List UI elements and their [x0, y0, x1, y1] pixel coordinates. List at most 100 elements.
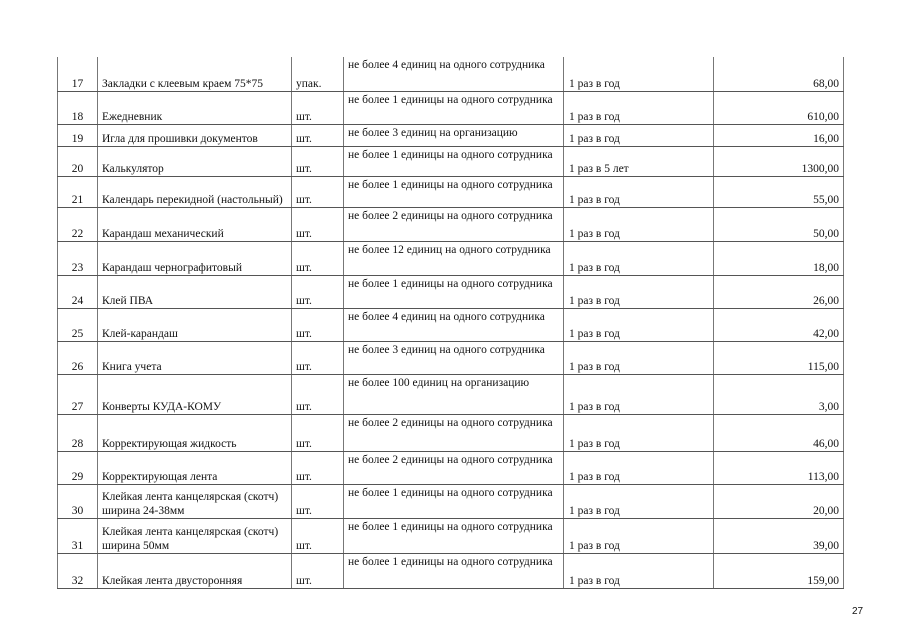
page-number: 27 — [852, 606, 864, 617]
item-norm: не более 2 единицы на одного сотрудника — [343, 207, 564, 242]
item-period: 1 раз в год — [563, 207, 714, 242]
item-name: Клейкая лента канцелярская (скотч) ширин… — [97, 484, 292, 519]
table-row: 22 Карандаш механический шт. не более 2 еди… — [57, 207, 844, 242]
item-norm: не более 1 единицы на одного сотрудника — [343, 176, 564, 208]
row-number: 27 — [57, 374, 98, 415]
table-row: 23 Карандаш чернографитовый шт. не более 12… — [57, 241, 844, 276]
item-name: Клей ПВА — [97, 275, 292, 309]
item-norm: не более 100 единиц на организацию — [343, 374, 564, 415]
item-price: 46,00 — [713, 414, 844, 452]
table-row: 29 Корректирующая лента шт. не более 2 един… — [57, 451, 844, 485]
row-number: 17 — [57, 57, 98, 92]
table-row: 32 Клейкая лента двусторонняя шт. не более … — [57, 553, 844, 589]
item-name: Закладки с клеевым краем 75*75 — [97, 57, 292, 92]
item-name: Календарь перекидной (настольный) — [97, 176, 292, 208]
item-norm: не более 2 единицы на одного сотрудника — [343, 414, 564, 452]
item-norm: не более 1 единицы на одного сотрудника — [343, 518, 564, 554]
row-number: 28 — [57, 414, 98, 452]
item-price: 1300,00 — [713, 146, 844, 177]
item-price: 113,00 — [713, 451, 844, 485]
item-name: Клейкая лента канцелярская (скотч) ширин… — [97, 518, 292, 554]
item-period: 1 раз в год — [563, 484, 714, 519]
row-number: 20 — [57, 146, 98, 177]
item-norm: не более 3 единиц на одного сотрудника — [343, 341, 564, 375]
item-period: 1 раз в год — [563, 341, 714, 375]
item-unit: шт. — [291, 518, 344, 554]
row-number: 21 — [57, 176, 98, 208]
table-row: 28 Корректирующая жидкость шт. не более 2 е… — [57, 414, 844, 452]
item-price: 68,00 — [713, 57, 844, 92]
item-name: Корректирующая лента — [97, 451, 292, 485]
item-unit: шт. — [291, 241, 344, 276]
table-row: 26 Книга учета шт. не более 3 единиц на одн… — [57, 341, 844, 375]
item-price: 115,00 — [713, 341, 844, 375]
item-period: 1 раз в год — [563, 241, 714, 276]
row-number: 24 — [57, 275, 98, 309]
item-price: 26,00 — [713, 275, 844, 309]
item-norm: не более 1 единицы на одного сотрудника — [343, 553, 564, 589]
item-unit: упак. — [291, 57, 344, 92]
row-number: 18 — [57, 91, 98, 125]
item-unit: шт. — [291, 308, 344, 342]
item-name: Ежедневник — [97, 91, 292, 125]
table-row: 24 Клей ПВА шт. не более 1 единицы на одног… — [57, 275, 844, 309]
item-period: 1 раз в год — [563, 553, 714, 589]
table-row: 20 Калькулятор шт. не более 1 единицы на од… — [57, 146, 844, 177]
item-name: Корректирующая жидкость — [97, 414, 292, 452]
item-price: 20,00 — [713, 484, 844, 519]
item-norm: не более 1 единицы на одного сотрудника — [343, 484, 564, 519]
item-unit: шт. — [291, 207, 344, 242]
row-number: 32 — [57, 553, 98, 589]
item-price: 3,00 — [713, 374, 844, 415]
row-number: 25 — [57, 308, 98, 342]
row-number: 22 — [57, 207, 98, 242]
item-norm: не более 4 единиц на одного сотрудника — [343, 308, 564, 342]
item-norm: не более 3 единиц на организацию — [343, 124, 564, 147]
item-price: 39,00 — [713, 518, 844, 554]
item-name: Конверты КУДА-КОМУ — [97, 374, 292, 415]
item-period: 1 раз в год — [563, 57, 714, 92]
row-number: 31 — [57, 518, 98, 554]
item-period: 1 раз в год — [563, 414, 714, 452]
table-row: 18 Ежедневник шт. не более 1 единицы на одн… — [57, 91, 844, 125]
item-price: 42,00 — [713, 308, 844, 342]
item-name: Карандаш чернографитовый — [97, 241, 292, 276]
item-period: 1 раз в год — [563, 124, 714, 147]
item-period: 1 раз в год — [563, 451, 714, 485]
item-period: 1 раз в год — [563, 374, 714, 415]
item-period: 1 раз в год — [563, 91, 714, 125]
item-norm: не более 1 единицы на одного сотрудника — [343, 275, 564, 309]
supplies-table: 17 Закладки с клеевым краем 75*75 упак. не … — [57, 57, 844, 589]
item-price: 55,00 — [713, 176, 844, 208]
row-number: 29 — [57, 451, 98, 485]
item-price: 159,00 — [713, 553, 844, 589]
item-period: 1 раз в год — [563, 176, 714, 208]
table-row: 30 Клейкая лента канцелярская (скотч) шир… — [57, 484, 844, 519]
item-unit: шт. — [291, 176, 344, 208]
item-unit: шт. — [291, 414, 344, 452]
table-row: 17 Закладки с клеевым краем 75*75 упак. не … — [57, 57, 844, 92]
item-period: 1 раз в год — [563, 308, 714, 342]
row-number: 23 — [57, 241, 98, 276]
item-period: 1 раз в 5 лет — [563, 146, 714, 177]
table-row: 31 Клейкая лента канцелярская (скотч) шир… — [57, 518, 844, 554]
item-name: Карандаш механический — [97, 207, 292, 242]
table-row: 27 Конверты КУДА-КОМУ шт. не более 100 един… — [57, 374, 844, 415]
item-price: 16,00 — [713, 124, 844, 147]
item-unit: шт. — [291, 91, 344, 125]
row-number: 26 — [57, 341, 98, 375]
item-name: Калькулятор — [97, 146, 292, 177]
item-unit: шт. — [291, 374, 344, 415]
item-price: 18,00 — [713, 241, 844, 276]
item-name: Клей-карандаш — [97, 308, 292, 342]
item-price: 610,00 — [713, 91, 844, 125]
item-norm: не более 1 единицы на одного сотрудника — [343, 91, 564, 125]
item-unit: шт. — [291, 146, 344, 177]
table-row: 19 Игла для прошивки документов шт. не боле… — [57, 124, 844, 147]
item-period: 1 раз в год — [563, 275, 714, 309]
table-row: 21 Календарь перекидной (настольный) шт. не… — [57, 176, 844, 208]
item-unit: шт. — [291, 341, 344, 375]
item-name: Игла для прошивки документов — [97, 124, 292, 147]
item-norm: не более 4 единиц на одного сотрудника — [343, 57, 564, 92]
